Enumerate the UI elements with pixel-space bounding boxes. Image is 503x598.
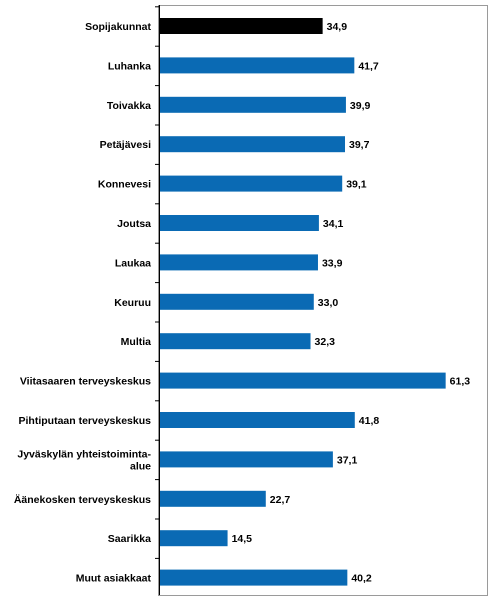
value-label: 39,1 <box>346 179 367 191</box>
category-label: Multia <box>121 336 151 348</box>
category-label: Joutsa <box>117 218 151 230</box>
category-label: Konnevesi <box>98 179 151 191</box>
category-label: Jyväskylän yhteistoiminta-alue <box>17 448 151 472</box>
bar <box>160 490 266 507</box>
bar <box>160 175 343 192</box>
category-label: Saarikka <box>108 533 151 545</box>
value-label: 22,7 <box>270 494 291 506</box>
bar <box>160 18 323 34</box>
category-label: Viitasaaren terveyskeskus <box>20 376 151 388</box>
bar <box>160 215 319 231</box>
value-label: 34,1 <box>323 218 344 230</box>
category-label: Pihtiputaan terveyskeskus <box>19 415 152 427</box>
value-label: 41,8 <box>359 415 380 427</box>
bar <box>160 333 311 350</box>
category-label: Petäjävesi <box>100 139 151 151</box>
bar <box>160 569 348 586</box>
bar <box>160 451 333 468</box>
category-label: Muut asiakkaat <box>76 573 152 585</box>
value-label: 37,1 <box>337 454 358 466</box>
bar <box>160 530 228 547</box>
category-label: Keuruu <box>114 297 151 309</box>
value-label: 33,0 <box>318 297 339 309</box>
category-label: Luhanka <box>108 60 151 72</box>
plot-frame <box>158 5 488 596</box>
value-label: 40,2 <box>351 573 372 585</box>
value-label: 39,9 <box>350 100 371 112</box>
category-label: Sopijakunnat <box>85 21 151 33</box>
category-label: Laukaa <box>115 257 151 269</box>
value-label: 34,9 <box>327 21 348 33</box>
bar <box>160 57 355 74</box>
bar <box>160 254 318 271</box>
value-label: 61,3 <box>450 376 471 388</box>
bar <box>160 293 314 310</box>
value-label: 39,7 <box>349 139 370 151</box>
value-label: 14,5 <box>232 533 253 545</box>
category-label: Toivakka <box>107 100 151 112</box>
category-label: Äänekosken terveyskeskus <box>14 493 151 506</box>
value-label: 32,3 <box>315 336 336 348</box>
bar <box>160 412 355 428</box>
bar <box>160 96 346 113</box>
value-label: 41,7 <box>358 60 379 72</box>
value-label: 33,9 <box>322 257 343 269</box>
bar <box>160 136 346 153</box>
bar <box>160 372 446 389</box>
